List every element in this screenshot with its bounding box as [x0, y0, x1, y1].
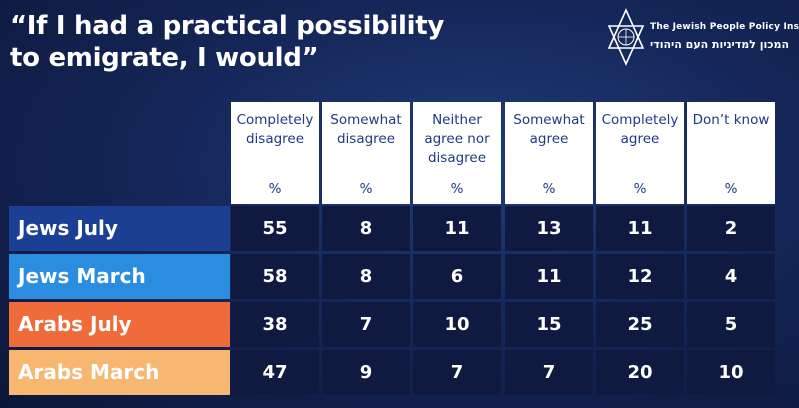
row-label: Jews March — [9, 254, 230, 299]
data-cell: 20 — [596, 350, 684, 395]
column-header: Somewhat disagree% — [322, 102, 410, 204]
star-of-david-icon — [607, 8, 645, 66]
data-cell: 55 — [231, 206, 319, 251]
column-header: Neither agree nor disagree% — [413, 102, 501, 204]
row-label: Arabs July — [9, 302, 230, 347]
column-header-label: Don’t know — [692, 112, 770, 128]
column-header-label: Neither agree nor disagree — [424, 112, 490, 166]
data-cell: 15 — [505, 302, 593, 347]
data-cell: 2 — [687, 206, 775, 251]
data-cell: 25 — [596, 302, 684, 347]
data-cell: 47 — [231, 350, 319, 395]
column-unit-label: % — [359, 181, 373, 197]
data-cell: 7 — [505, 350, 593, 395]
logo-name-he: המכון למדיניות העם היהודי — [650, 38, 789, 51]
column-unit-label: % — [633, 181, 647, 197]
data-cell: 11 — [596, 206, 684, 251]
column-unit-label: % — [450, 181, 464, 197]
data-cell: 8 — [322, 254, 410, 299]
data-cell: 58 — [231, 254, 319, 299]
column-header-label: Somewhat agree — [513, 112, 585, 147]
data-cell: 5 — [687, 302, 775, 347]
logo-name-en: The Jewish People Policy Institute — [650, 22, 799, 32]
data-cell: 38 — [231, 302, 319, 347]
data-cell: 13 — [505, 206, 593, 251]
column-header: Somewhat agree% — [505, 102, 593, 204]
data-cell: 7 — [413, 350, 501, 395]
column-header: Completely disagree% — [231, 102, 319, 204]
data-cell: 6 — [413, 254, 501, 299]
column-unit-label: % — [542, 181, 556, 197]
data-cell: 4 — [687, 254, 775, 299]
data-cell: 10 — [687, 350, 775, 395]
column-header: Don’t know% — [687, 102, 775, 204]
chart-title: “If I had a practical possibility to emi… — [10, 11, 444, 73]
data-cell: 8 — [322, 206, 410, 251]
data-cell: 7 — [322, 302, 410, 347]
data-cell: 9 — [322, 350, 410, 395]
column-unit-label: % — [268, 181, 282, 197]
column-unit-label: % — [724, 181, 738, 197]
jppi-logo: The Jewish People Policy Institute המכון… — [606, 8, 799, 70]
column-header-label: Somewhat disagree — [330, 112, 402, 147]
column-header-label: Completely disagree — [236, 112, 314, 147]
data-cell: 12 — [596, 254, 684, 299]
data-cell: 11 — [413, 206, 501, 251]
column-header: Completely agree% — [596, 102, 684, 204]
data-cell: 10 — [413, 302, 501, 347]
data-cell: 11 — [505, 254, 593, 299]
row-label: Arabs March — [9, 350, 230, 395]
column-header-label: Completely agree — [601, 112, 679, 147]
row-label: Jews July — [9, 206, 230, 251]
